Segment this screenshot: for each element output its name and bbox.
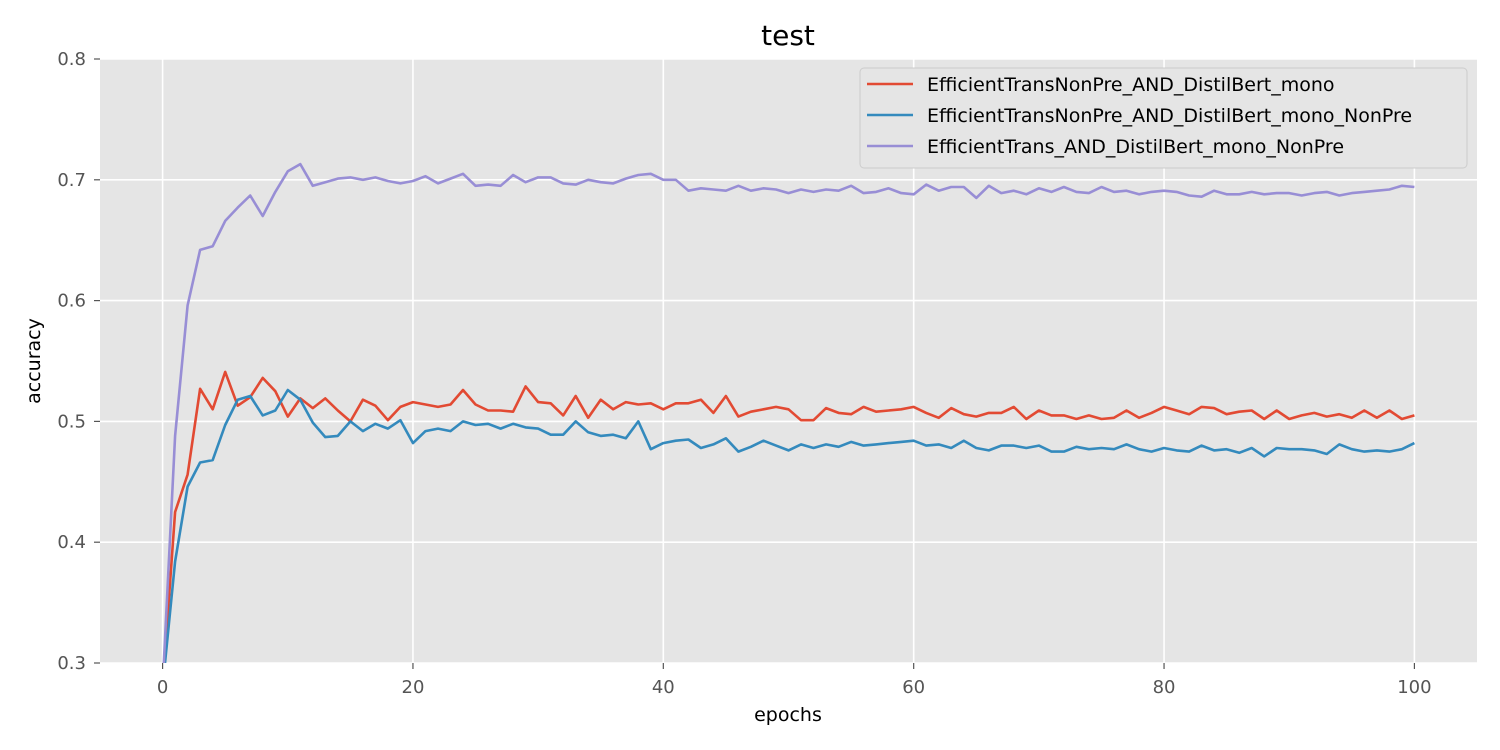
- legend-label-2: EfficientTransNonPre_AND_DistilBert_mono…: [927, 105, 1412, 127]
- x-tick-label: 0: [157, 677, 168, 698]
- x-tick-label: 100: [1397, 677, 1431, 698]
- y-tick-label: 0.7: [57, 170, 86, 191]
- series-line-2: [163, 388, 1415, 663]
- y-tick-label: 0.6: [57, 291, 86, 312]
- y-axis-label: accuracy: [23, 318, 45, 404]
- legend-box: [859, 67, 1468, 169]
- x-tick-label: 60: [902, 677, 925, 698]
- series-line-3: [162, 162, 1415, 663]
- legend-label-3: EfficientTrans_AND_DistilBert_mono_NonPr…: [927, 136, 1344, 158]
- axis-ticks: 0 20 40 60 80 100 0.3 0.4 0.5 0.6 0.7 0.8: [57, 49, 1431, 698]
- series-lines: [162, 162, 1415, 663]
- y-tick-label: 0.5: [57, 411, 86, 432]
- y-tick-label: 0.3: [57, 653, 86, 674]
- x-tick-label: 80: [1153, 677, 1176, 698]
- legend-label-1: EfficientTransNonPre_AND_DistilBert_mono: [927, 74, 1335, 96]
- series-line-1: [163, 370, 1415, 663]
- chart-title: test: [761, 19, 815, 52]
- x-tick-label: 20: [402, 677, 425, 698]
- legend: EfficientTransNonPre_AND_DistilBert_mono…: [859, 67, 1468, 169]
- y-tick-label: 0.8: [57, 49, 86, 70]
- x-axis-label: epochs: [754, 704, 822, 726]
- y-tick-label: 0.4: [57, 532, 86, 553]
- x-tick-label: 40: [652, 677, 675, 698]
